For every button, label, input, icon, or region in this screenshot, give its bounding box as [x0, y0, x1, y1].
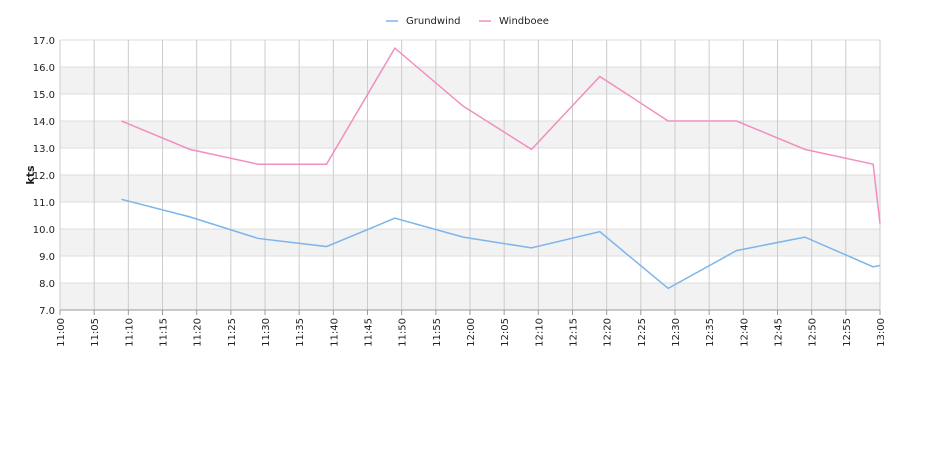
- y-tick-label: 8.0: [39, 279, 55, 290]
- x-tick-label: 11:05: [90, 318, 101, 347]
- y-tick-label: 14.0: [33, 117, 55, 128]
- legend-label: Windboee: [499, 16, 549, 27]
- x-tick-label: 12:00: [466, 318, 477, 347]
- y-tick-label: 10.0: [33, 225, 55, 236]
- x-tick-label: 12:15: [569, 318, 580, 347]
- x-tick-label: 12:05: [500, 318, 511, 347]
- x-tick-label: 11:20: [193, 318, 204, 347]
- x-tick-label: 13:00: [876, 318, 887, 347]
- legend-label: Grundwind: [406, 16, 461, 27]
- x-tick-label: 11:30: [261, 318, 272, 347]
- y-tick-label: 11.0: [33, 198, 55, 209]
- x-tick-label: 12:40: [739, 318, 750, 347]
- x-tick-label: 11:55: [432, 318, 443, 347]
- x-tick-label: 11:40: [329, 318, 340, 347]
- y-tick-label: 9.0: [39, 252, 55, 263]
- x-tick-label: 11:45: [364, 318, 375, 347]
- x-tick-label: 11:35: [295, 318, 306, 347]
- y-tick-label: 7.0: [39, 306, 55, 317]
- x-tick-label: 12:25: [637, 318, 648, 347]
- y-tick-label: 17.0: [33, 36, 55, 47]
- x-tick-label: 12:35: [705, 318, 716, 347]
- y-tick-label: 12.0: [33, 171, 55, 182]
- x-tick-label: 11:50: [398, 318, 409, 347]
- x-tick-label: 11:00: [56, 318, 67, 347]
- line-series: [121, 198, 881, 290]
- x-tick-label: 12:50: [808, 318, 819, 347]
- x-tick-label: 11:25: [227, 318, 238, 347]
- x-tick-label: 11:15: [159, 318, 170, 347]
- x-tick-label: 12:55: [842, 318, 853, 347]
- x-tick-label: 12:20: [603, 318, 614, 347]
- x-tick-label: 12:10: [534, 318, 545, 347]
- x-tick-label: 11:10: [124, 318, 135, 347]
- x-tick-label: 12:45: [774, 318, 785, 347]
- y-axis-label: kts: [24, 165, 37, 185]
- y-tick-label: 15.0: [33, 90, 55, 101]
- y-tick-label: 16.0: [33, 63, 55, 74]
- x-tick-label: 12:30: [671, 318, 682, 347]
- line-series: [121, 46, 881, 224]
- y-tick-label: 13.0: [33, 144, 55, 155]
